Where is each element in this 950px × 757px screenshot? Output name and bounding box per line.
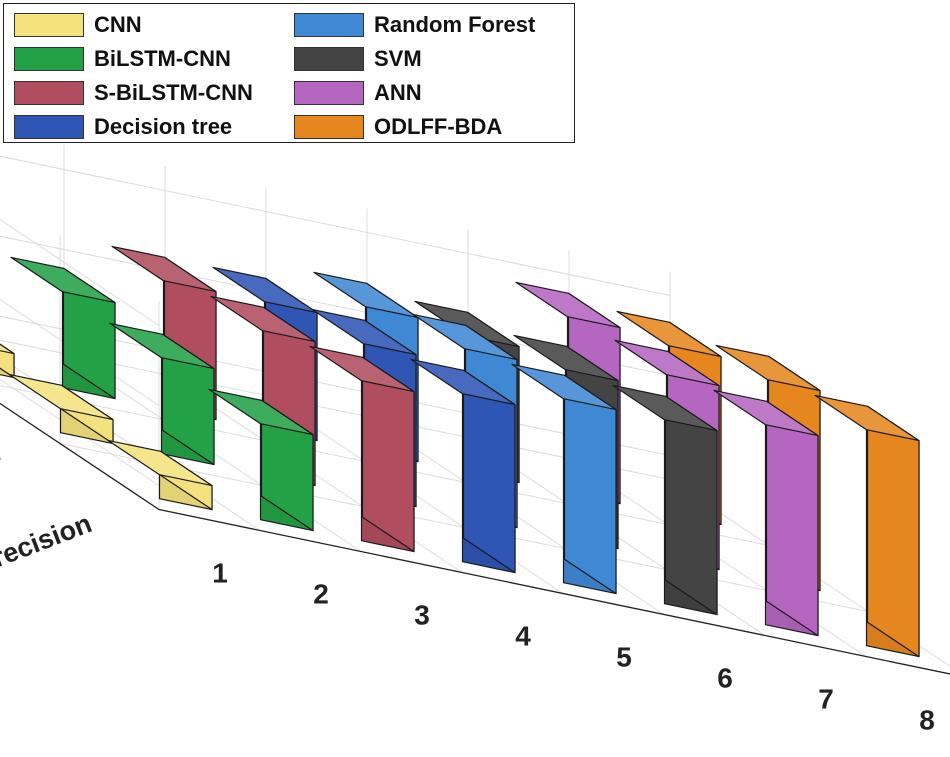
bar-random-forest-precision [511, 363, 617, 595]
x-tick-label-3: 3 [414, 600, 430, 631]
bar-bilstm-cnn-recall [109, 322, 215, 466]
legend-label-cnn: CNN [94, 12, 142, 37]
bar-face-side [866, 405, 920, 658]
legend-label-svm: SVM [374, 46, 422, 71]
bar-bilstm-cnn-precision [208, 388, 314, 532]
legend-swatch-svm [294, 47, 364, 71]
bar-face-top [814, 394, 920, 442]
bar-svm-precision [612, 384, 718, 616]
legend-label-s-bilstm-cnn: S-BiLSTM-CNN [94, 80, 253, 105]
legend-label-ann: ANN [374, 80, 422, 105]
legend-swatch-random-forest [294, 13, 364, 37]
legend-item-odlff-bda: ODLFF-BDA [294, 112, 502, 142]
bar-face-top [515, 281, 621, 329]
legend-item-decision-tree: Decision tree [14, 112, 232, 142]
legend-item-s-bilstm-cnn: S-BiLSTM-CNN [14, 78, 253, 108]
x-tick-label-5: 5 [616, 642, 632, 673]
legend-item-ann: ANN [294, 78, 422, 108]
legend-label-random-forest: Random Forest [374, 12, 536, 37]
legend-item-random-forest: Random Forest [294, 10, 535, 40]
bar-face-top [111, 245, 217, 293]
metric-label-recall: Recall [0, 436, 5, 493]
bar-face-top [614, 339, 720, 387]
legend-item-svm: SVM [294, 44, 422, 74]
bar-cnn-precision [107, 439, 213, 511]
bar-face-top [511, 363, 617, 411]
bar-face-top [107, 439, 213, 487]
bar-bilstm-cnn-f1-score [10, 256, 116, 400]
legend-swatch-ann [294, 81, 364, 105]
bar-face-top [616, 310, 722, 358]
legend-label-odlff-bda: ODLFF-BDA [374, 114, 503, 139]
bar-face-top [414, 300, 520, 348]
legend-label-bilstm-cnn: BiLSTM-CNN [94, 46, 231, 71]
legend-swatch-decision-tree [14, 115, 84, 139]
bar-s-bilstm-cnn-precision [309, 345, 415, 553]
legend-swatch-s-bilstm-cnn [14, 81, 84, 105]
x-tick-label-4: 4 [515, 621, 531, 652]
x-axis-line [158, 508, 950, 675]
legend-swatch-bilstm-cnn [14, 47, 84, 71]
bar-cnn-f1-score [0, 343, 15, 379]
bar-face-top [109, 322, 215, 370]
legend-label-decision-tree: Decision tree [94, 114, 233, 139]
bar-face-top [612, 384, 718, 432]
bar-face-top [313, 271, 419, 319]
bar-face-side [765, 400, 819, 637]
x-tick-label-7: 7 [818, 684, 834, 715]
bars-layer [0, 245, 920, 658]
bar-face-top [309, 345, 415, 393]
bar-face-top [8, 373, 114, 421]
bar-face-top [210, 295, 316, 343]
x-tick-label-2: 2 [313, 579, 329, 610]
bar-face-top [0, 343, 15, 355]
bar-face-top [715, 344, 821, 392]
bar-face-top [10, 256, 116, 304]
bar-odlff-bda-precision [814, 394, 920, 658]
bar-face-top [311, 308, 417, 356]
bar-face-top [412, 313, 518, 361]
x-tick-label-8: 8 [919, 705, 935, 736]
x-tick-label-1: 1 [212, 558, 228, 589]
legend-item-bilstm-cnn: BiLSTM-CNN [14, 44, 231, 74]
bar-face-top [513, 334, 619, 382]
bar-decision-tree-precision [410, 358, 516, 574]
legend-item-cnn: CNN [14, 10, 142, 40]
legend-swatch-odlff-bda [294, 115, 364, 139]
bar-face-top [713, 389, 819, 437]
y-axis-line [0, 402, 160, 511]
metric-label-precision: Precision [0, 508, 96, 580]
bar-face-top [410, 358, 516, 406]
bar-face-top [208, 388, 314, 436]
x-tick-label-6: 6 [717, 663, 733, 694]
bar-face-top [212, 266, 318, 314]
legend-swatch-cnn [14, 13, 84, 37]
bar-ann-precision [713, 389, 819, 637]
bar-cnn-recall [8, 373, 114, 445]
legend: CNN BiLSTM-CNN S-BiLSTM-CNN Decision tre… [3, 3, 575, 143]
